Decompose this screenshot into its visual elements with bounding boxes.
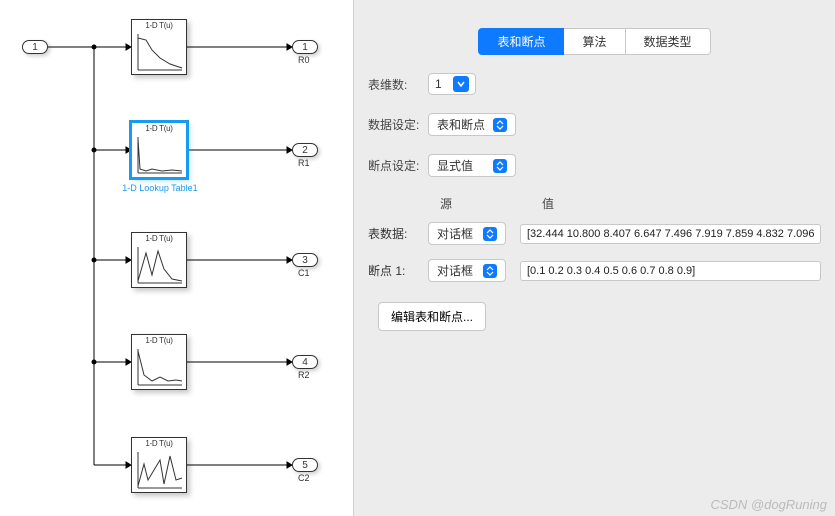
outport-C1[interactable]: 3: [292, 253, 318, 267]
block-title: 1-D T(u): [132, 234, 186, 243]
table-data-source: 对话框: [437, 225, 473, 242]
data-spec-value: 表和断点: [437, 116, 485, 133]
outport-num: 2: [302, 145, 308, 156]
tab-1[interactable]: 算法: [564, 28, 625, 55]
bp1-label: 断点 1:: [368, 262, 428, 279]
outport-label: R2: [298, 370, 310, 380]
outport-num: 4: [302, 357, 308, 368]
bp1-source-select[interactable]: 对话框: [428, 259, 506, 282]
block-title: 1-D T(u): [132, 124, 186, 133]
updown-icon: [493, 159, 507, 173]
updown-icon: [483, 227, 497, 241]
outport-num: 1: [302, 42, 308, 53]
col-source: 源: [440, 195, 452, 212]
bp1-input[interactable]: [520, 261, 821, 281]
data-spec-label: 数据设定:: [368, 116, 428, 133]
table-data-input[interactable]: [520, 224, 821, 244]
table-data-label: 表数据:: [368, 225, 428, 242]
lookup-block-4[interactable]: 1-D T(u): [131, 437, 187, 493]
outport-R2[interactable]: 4: [292, 355, 318, 369]
outport-num: 5: [302, 460, 308, 471]
outport-R0[interactable]: 1: [292, 40, 318, 54]
col-value: 值: [542, 195, 554, 212]
outport-label: R0: [298, 55, 310, 65]
inport-num: 1: [32, 42, 38, 53]
dims-value: 1: [435, 77, 442, 91]
tab-2[interactable]: 数据类型: [626, 28, 711, 55]
param-tabs: 表和断点算法数据类型: [354, 28, 835, 55]
edit-table-button[interactable]: 编辑表和断点...: [378, 302, 486, 331]
data-spec-select[interactable]: 表和断点: [428, 113, 516, 136]
block-params-panel: 表和断点算法数据类型 表维数: 1 数据设定: 表和断点: [353, 0, 835, 516]
simulink-canvas[interactable]: 1 1-D T(u)1R01-D T(u)1-D Lookup Table12R…: [0, 0, 353, 516]
bp-spec-label: 断点设定:: [368, 157, 428, 174]
chevron-down-icon[interactable]: [453, 76, 469, 92]
outport-R1[interactable]: 2: [292, 143, 318, 157]
block-title: 1-D T(u): [132, 439, 186, 448]
outport-num: 3: [302, 255, 308, 266]
block-selection-label: 1-D Lookup Table1: [114, 183, 206, 193]
bp1-source: 对话框: [437, 262, 473, 279]
lookup-block-2[interactable]: 1-D T(u): [131, 232, 187, 288]
lookup-block-1[interactable]: 1-D T(u)1-D Lookup Table1: [131, 122, 187, 178]
outport-label: C1: [298, 268, 310, 278]
dims-label: 表维数:: [368, 76, 428, 93]
block-title: 1-D T(u): [132, 336, 186, 345]
outport-label: C2: [298, 473, 310, 483]
outport-label: R1: [298, 158, 310, 168]
watermark: CSDN @dogRuning: [710, 497, 827, 512]
table-data-source-select[interactable]: 对话框: [428, 222, 506, 245]
lookup-block-3[interactable]: 1-D T(u): [131, 334, 187, 390]
block-title: 1-D T(u): [132, 21, 186, 30]
dims-spinner[interactable]: 1: [428, 73, 476, 95]
outport-C2[interactable]: 5: [292, 458, 318, 472]
bp-spec-value: 显式值: [437, 157, 473, 174]
tab-0[interactable]: 表和断点: [478, 28, 564, 55]
updown-icon: [493, 118, 507, 132]
updown-icon: [483, 264, 497, 278]
lookup-block-0[interactable]: 1-D T(u): [131, 19, 187, 75]
inport-1[interactable]: 1: [22, 40, 48, 54]
bp-spec-select[interactable]: 显式值: [428, 154, 516, 177]
